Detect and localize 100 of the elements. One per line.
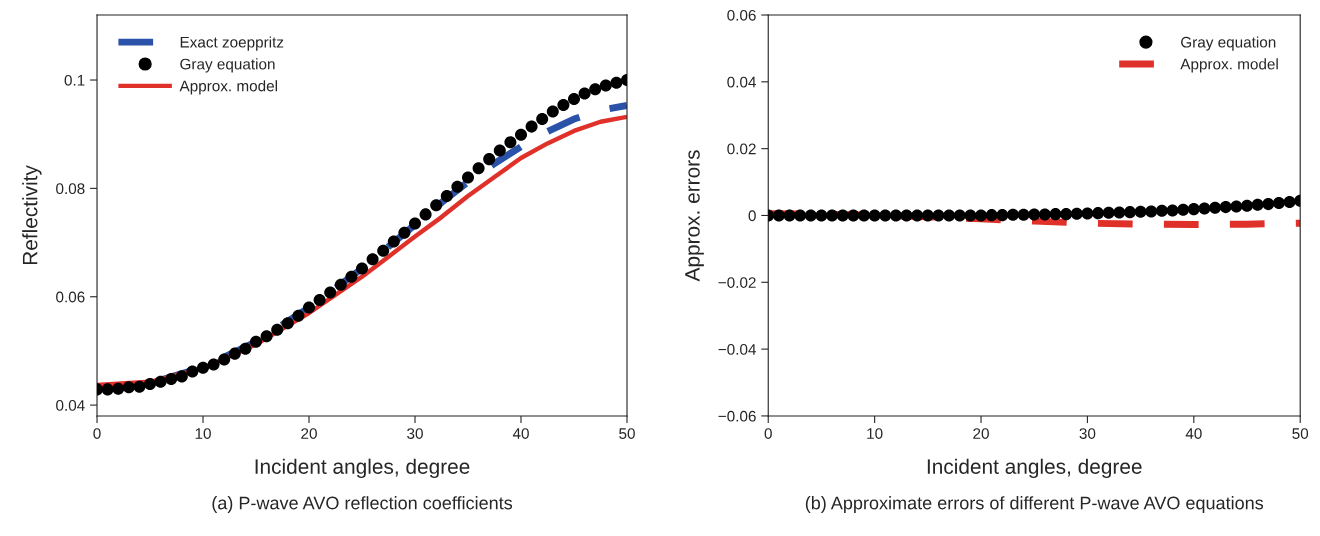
y-tick-label: −0.06 (718, 410, 756, 422)
point (911, 209, 924, 222)
point (889, 209, 902, 222)
point (493, 144, 506, 157)
point (186, 365, 199, 378)
x-axis-title: Incident angles, degree (255, 458, 470, 479)
point (1251, 198, 1264, 211)
point (1272, 197, 1285, 210)
point (1123, 206, 1136, 219)
point (1060, 208, 1073, 221)
point (292, 309, 305, 322)
point (281, 317, 294, 330)
legend-label: Gray equation (180, 58, 275, 73)
point (165, 373, 178, 386)
y-tick-label: −0.02 (718, 277, 756, 288)
point (557, 98, 570, 111)
point (334, 278, 347, 291)
point (144, 377, 157, 390)
point (1092, 207, 1105, 220)
point (546, 105, 559, 118)
point (1230, 200, 1243, 213)
point (1006, 208, 1019, 221)
point (324, 286, 337, 299)
x-tick-label: 20 (301, 428, 317, 439)
point (377, 244, 390, 257)
text: (b) Approximate errors of different P-wave AVO equations (805, 496, 1264, 513)
y-tick-label: 0 (748, 210, 756, 222)
y-tick-label: 0.04 (56, 399, 85, 411)
point (197, 361, 210, 374)
point (387, 235, 400, 248)
point (943, 209, 956, 222)
point (599, 79, 612, 92)
point (836, 209, 849, 222)
y-tick-label: 0.06 (727, 9, 756, 21)
point (1102, 206, 1115, 219)
point (772, 209, 785, 222)
point (985, 209, 998, 222)
point (536, 113, 549, 126)
point (1166, 204, 1179, 217)
point (1070, 207, 1083, 220)
point (408, 217, 422, 230)
point (419, 208, 432, 221)
point (250, 335, 263, 348)
y-tick-label: 0.04 (727, 76, 756, 88)
x-tick-label: 0 (764, 428, 772, 439)
point (356, 262, 369, 275)
point (1049, 208, 1062, 221)
point (483, 153, 496, 166)
point (1177, 203, 1190, 216)
x-tick-label: 40 (1185, 428, 1202, 439)
point (525, 120, 538, 133)
point (826, 209, 839, 222)
point (451, 180, 464, 193)
x-tick-label: 10 (867, 428, 883, 439)
y-tick-label: 0.1 (64, 74, 85, 86)
point (932, 209, 945, 222)
point (857, 209, 871, 222)
point (975, 209, 988, 222)
x-tick-label: 50 (1292, 428, 1309, 439)
point (1038, 208, 1051, 221)
y-tick-label: 0.02 (727, 143, 756, 155)
point (175, 370, 188, 383)
point (1145, 205, 1158, 218)
x-tick-label: 0 (93, 428, 101, 439)
point (953, 209, 966, 222)
point (1209, 201, 1222, 214)
point (313, 293, 326, 307)
point (154, 375, 167, 388)
point (514, 128, 528, 141)
point (1113, 206, 1126, 219)
legend-label: Approx. model (1180, 58, 1278, 73)
point (1198, 202, 1211, 215)
point (868, 209, 881, 222)
point (1134, 205, 1147, 218)
text: (a) P-wave AVO reflection coefficients (212, 496, 513, 513)
point (1262, 198, 1275, 211)
point (847, 209, 860, 222)
point (589, 83, 602, 96)
y-tick-label: 0.08 (56, 183, 85, 195)
y-axis-title: Reflectivity (22, 165, 42, 265)
point (133, 380, 146, 393)
point (610, 76, 623, 89)
point (900, 209, 913, 222)
point (228, 347, 241, 360)
x-tick-label: 20 (973, 428, 989, 439)
point (398, 226, 411, 239)
x-tick-label: 30 (407, 428, 423, 439)
point (271, 323, 284, 336)
point (1155, 204, 1168, 217)
point (964, 209, 977, 222)
point (112, 382, 125, 395)
x-tick-label: 10 (195, 428, 211, 439)
point (239, 342, 252, 355)
point (218, 353, 231, 366)
legend-label: Approx. model (179, 80, 278, 95)
y-tick-label: −0.04 (718, 343, 756, 355)
point (345, 270, 358, 283)
point (504, 136, 517, 149)
point (430, 199, 443, 212)
x-tick-label: 30 (1079, 428, 1096, 439)
